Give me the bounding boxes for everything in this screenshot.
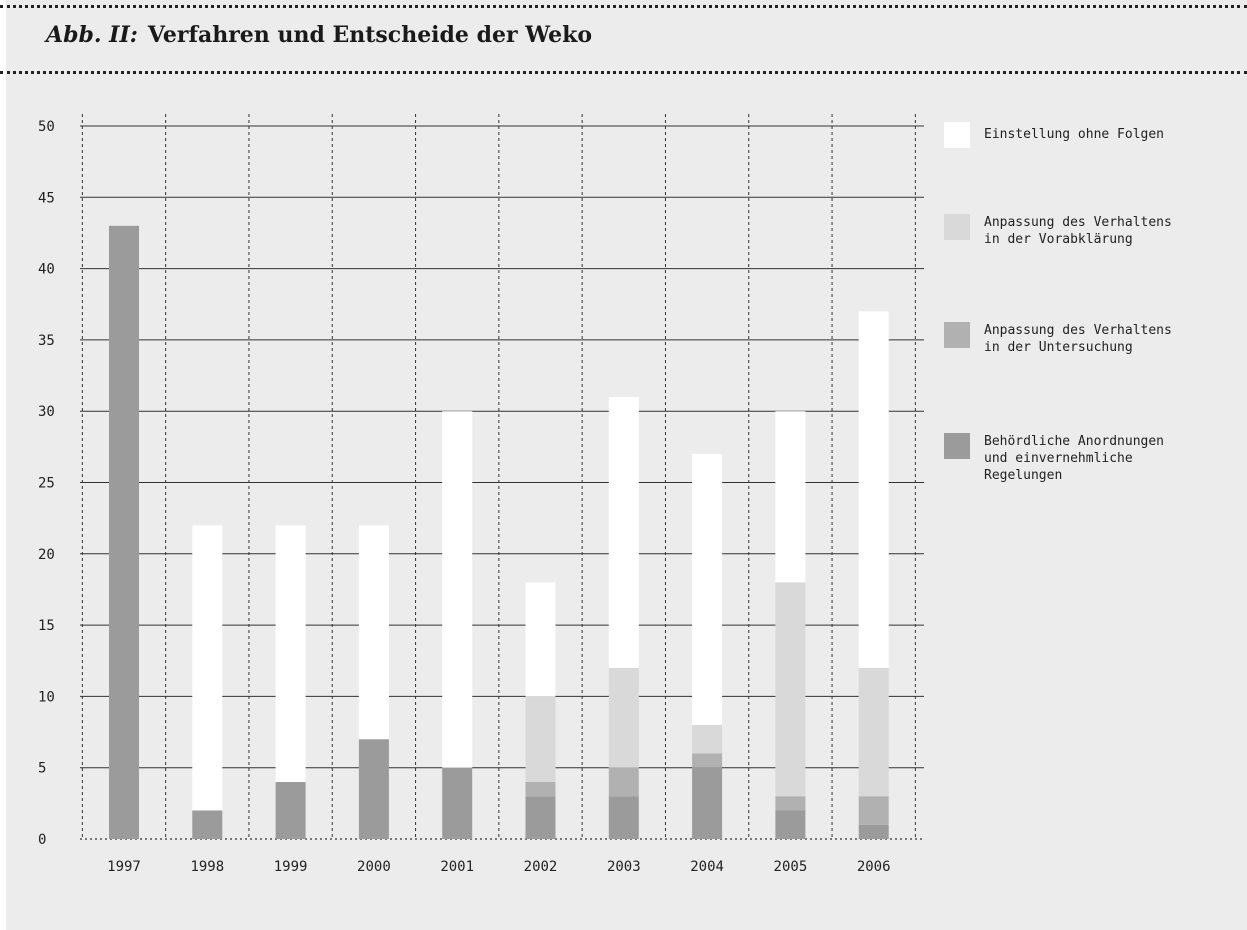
legend-swatch xyxy=(944,322,970,348)
y-tick-label: 10 xyxy=(38,689,55,705)
y-tick-label: 0 xyxy=(38,832,46,848)
bar-segment-2005-3 xyxy=(775,411,806,583)
bar-segment-2002-3 xyxy=(525,582,556,697)
legend-label: Anpassung des Verhaltens in der Vorabklä… xyxy=(984,215,1172,247)
bar-segment-2002-1 xyxy=(525,781,556,797)
bar-segment-2003-2 xyxy=(608,667,639,768)
title-text: Verfahren und Entscheide der Weko xyxy=(147,22,593,48)
bar-segment-2006-0 xyxy=(858,824,889,839)
bar-segment-2004-2 xyxy=(692,724,723,754)
title-dotted-rule xyxy=(0,71,1247,74)
bar-segment-2001-3 xyxy=(442,411,473,768)
y-tick-label: 30 xyxy=(38,404,55,420)
bar-segment-2004-1 xyxy=(692,753,723,768)
y-tick-label: 20 xyxy=(38,547,55,563)
legend-item-einstellung: Einstellung ohne Folgen xyxy=(944,122,1224,148)
bar-segment-1999-0 xyxy=(275,781,306,839)
bar-segment-2003-0 xyxy=(608,796,639,839)
y-tick-label: 40 xyxy=(38,262,55,278)
bar-segment-2003-1 xyxy=(608,767,639,797)
bar-segment-1997-0 xyxy=(109,225,139,839)
legend-label: Anpassung des Verhaltens in der Untersuc… xyxy=(984,323,1172,355)
bar-segment-1998-0 xyxy=(192,810,223,839)
chart-bars xyxy=(109,225,889,839)
bar-segment-2000-0 xyxy=(358,739,389,839)
y-tick-label: 25 xyxy=(38,476,55,492)
x-tick-label: 1999 xyxy=(274,859,308,875)
bar-segment-2006-1 xyxy=(858,796,889,825)
figure-label: Abb. II: xyxy=(46,22,138,48)
bar-segment-2006-3 xyxy=(858,311,889,668)
x-tick-label: 2005 xyxy=(774,859,808,875)
x-tick-label: 1997 xyxy=(107,859,141,875)
legend-label: Behördliche Anordnungen und einvernehmli… xyxy=(984,434,1165,483)
top-dotted-rule xyxy=(0,5,1247,8)
bar-segment-2005-2 xyxy=(775,582,806,797)
bar-segment-2005-0 xyxy=(775,810,806,839)
bar-segment-2002-0 xyxy=(525,796,556,839)
y-tick-label: 45 xyxy=(38,190,55,206)
bar-segment-2000-3 xyxy=(358,525,389,740)
x-tick-label: 2002 xyxy=(524,859,558,875)
x-tick-label: 2000 xyxy=(357,859,391,875)
x-tick-label: 2004 xyxy=(690,859,724,875)
x-tick-label: 2001 xyxy=(440,859,474,875)
y-tick-label: 35 xyxy=(38,333,55,349)
chart-grid xyxy=(80,114,924,840)
legend-label: Einstellung ohne Folgen xyxy=(984,127,1165,142)
y-tick-label: 50 xyxy=(38,119,55,135)
bar-segment-2004-3 xyxy=(692,453,723,725)
bar-segment-2001-0 xyxy=(442,767,473,839)
y-tick-label: 5 xyxy=(38,761,46,777)
bar-segment-2005-1 xyxy=(775,796,806,811)
bar-segment-1998-3 xyxy=(192,525,223,811)
legend-item-untersuchung: Anpassung des Verhaltens in der Untersuc… xyxy=(944,322,1224,356)
chart-labels: 0 5 10 15 20 25 30 35 40 45 50 1997 1998 1999 2000 2001… xyxy=(38,119,891,875)
legend-swatch xyxy=(944,433,970,459)
bar-segment-2004-0 xyxy=(692,767,723,839)
legend-swatch xyxy=(944,122,970,148)
x-tick-label: 2003 xyxy=(607,859,641,875)
legend-item-vorabklaerung: Anpassung des Verhaltens in der Vorabklä… xyxy=(944,214,1224,248)
figure-title: Abb. II: Verfahren und Entscheide der Wek… xyxy=(46,22,592,48)
bar-segment-2002-2 xyxy=(525,696,556,782)
bar-segment-2006-2 xyxy=(858,667,889,797)
bar-segment-2003-3 xyxy=(608,396,639,668)
y-tick-label: 15 xyxy=(38,618,55,634)
legend-item-anordnungen: Behördliche Anordnungen und einvernehmli… xyxy=(944,433,1224,484)
legend-swatch xyxy=(944,214,970,240)
bar-segment-1999-3 xyxy=(275,525,306,782)
x-tick-label: 1998 xyxy=(190,859,224,875)
x-tick-label: 2006 xyxy=(857,859,891,875)
